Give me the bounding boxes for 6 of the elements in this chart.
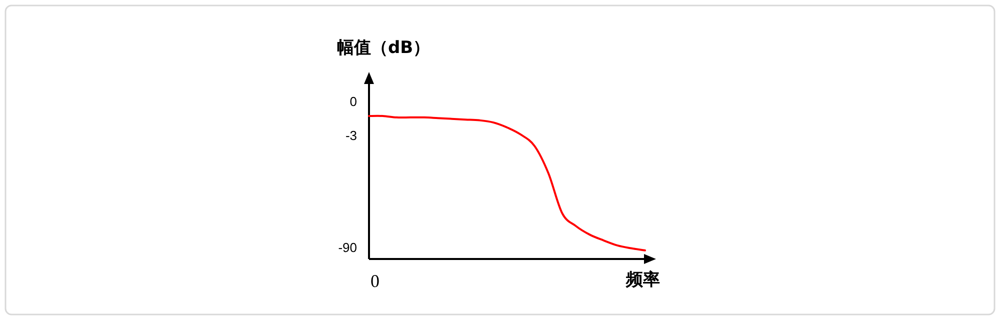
text: 0	[350, 94, 357, 109]
text: -90	[338, 240, 357, 255]
y-axis-title: 幅值（dB）	[337, 38, 430, 58]
x-axis-title: 频率	[625, 270, 660, 290]
text: -3	[345, 128, 357, 143]
text: 0	[370, 271, 380, 291]
